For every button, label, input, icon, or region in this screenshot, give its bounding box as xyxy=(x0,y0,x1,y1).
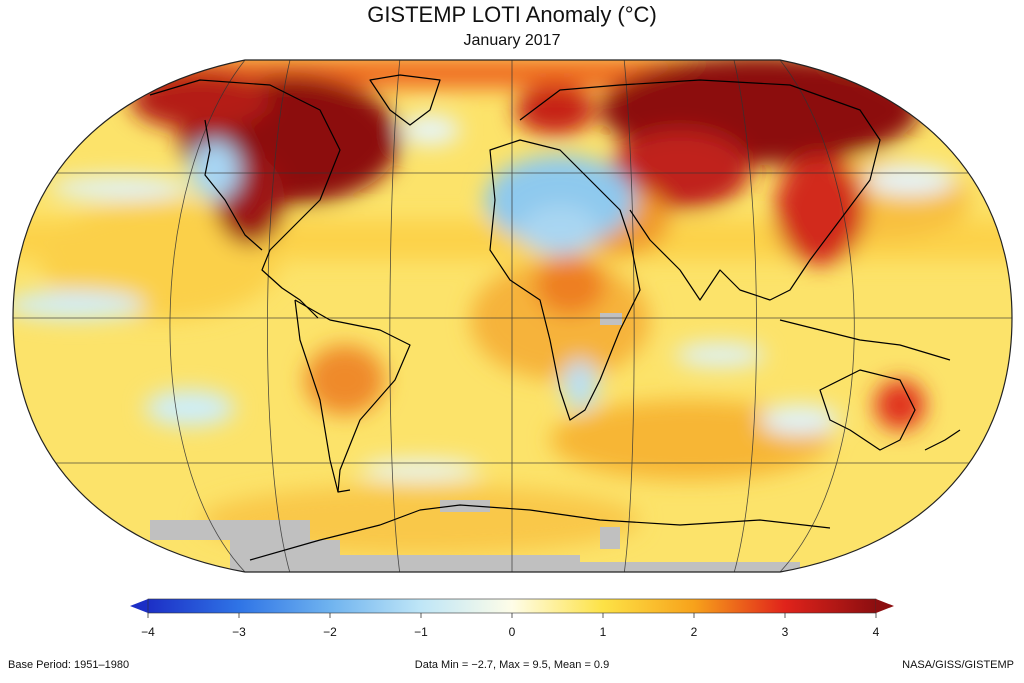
colorbar-tick-label: 4 xyxy=(873,625,880,639)
map-title: GISTEMP LOTI Anomaly (°C) xyxy=(367,2,657,27)
colorbar-tick-label: 3 xyxy=(782,625,789,639)
map-subtitle: January 2017 xyxy=(463,32,561,49)
colorbar-tick-label: 2 xyxy=(691,625,698,639)
coastlines xyxy=(149,74,961,561)
colorbar-min-extend xyxy=(130,599,148,613)
colorbar: −4 −3 −2 −1 0 1 2 3 4 xyxy=(130,598,894,639)
colorbar-tick-label: −2 xyxy=(323,625,337,639)
colorbar-tick-label: −1 xyxy=(414,625,428,639)
missing-data-region xyxy=(150,313,800,572)
base-period-label: Base Period: 1951–1980 xyxy=(8,659,130,671)
colorbar-tick-label: −3 xyxy=(232,625,246,639)
globe-outline xyxy=(12,59,1013,573)
colorbar-tick-label: −4 xyxy=(141,625,155,639)
anomaly-field xyxy=(13,60,1012,572)
colorbar-tick-label: 0 xyxy=(509,625,516,639)
colorbar-tick-label: 1 xyxy=(600,625,607,639)
source-label: NASA/GISS/GISTEMP xyxy=(902,659,1014,671)
data-stats-label: Data Min = −2.7, Max = 9.5, Mean = 0.9 xyxy=(414,659,610,671)
colorbar-gradient xyxy=(147,598,877,614)
colorbar-max-extend xyxy=(876,599,894,613)
anomaly-map xyxy=(12,59,1013,573)
